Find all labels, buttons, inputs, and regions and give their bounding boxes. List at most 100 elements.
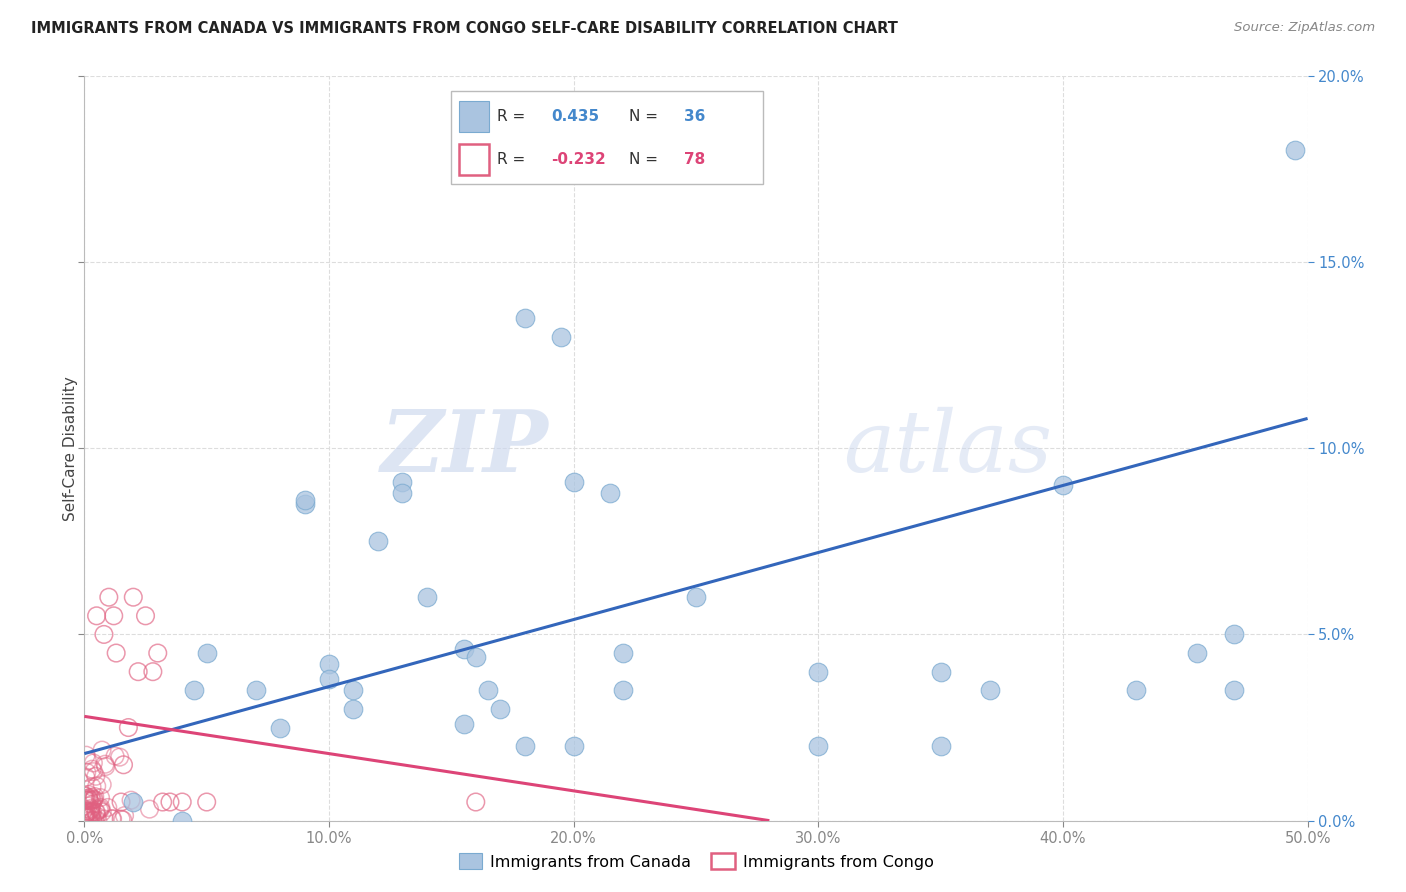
Point [477,683,499,698]
Point [93,627,115,641]
Point [391,475,413,489]
Point [342,683,364,698]
Point [97,800,120,814]
Point [82,762,104,776]
Point [82,793,104,807]
Point [294,493,316,508]
Point [172,814,194,828]
Point [82,814,104,828]
Point [612,683,634,698]
Point [101,812,124,826]
Point [91,805,114,819]
Point [94,759,117,773]
Point [245,683,267,698]
Point [318,657,340,672]
Point [80,801,103,815]
Point [1187,646,1209,660]
Point [464,649,486,664]
Point [86,805,108,820]
Text: ZIP: ZIP [381,407,550,490]
Point [90,800,112,814]
Point [367,534,389,549]
Point [73,810,96,824]
Point [159,795,181,809]
Point [562,739,585,753]
Point [82,805,104,819]
Point [76,765,98,780]
Point [97,591,120,605]
Point [94,757,117,772]
Text: atlas: atlas [842,407,1052,490]
Point [91,743,114,757]
Point [117,721,139,735]
Point [80,797,103,812]
Point [105,646,128,660]
Point [79,803,101,817]
Legend: Immigrants from Canada, Immigrants from Congo: Immigrants from Canada, Immigrants from … [453,847,939,876]
Point [807,665,830,679]
Point [929,665,952,679]
Point [152,795,174,809]
Point [86,608,108,623]
Point [269,721,291,735]
Point [83,764,105,779]
Point [146,646,169,660]
Point [685,591,707,605]
Point [612,646,634,660]
Point [120,793,142,807]
Point [79,792,101,806]
Point [77,811,100,825]
Point [75,748,97,763]
Point [979,683,1001,698]
Point [562,475,585,489]
Point [93,812,115,826]
Point [112,757,135,772]
Point [89,790,111,805]
Point [86,779,108,793]
Point [83,792,105,806]
Point [87,814,110,828]
Point [75,770,97,784]
Point [513,310,536,325]
Point [80,808,103,822]
Point [84,805,107,819]
Point [73,811,96,825]
Point [75,809,97,823]
Point [73,802,96,816]
Point [104,749,127,764]
Point [86,809,108,823]
Point [73,808,96,822]
Point [195,795,218,809]
Point [111,813,134,827]
Point [1052,478,1074,492]
Point [142,665,165,679]
Point [929,739,952,753]
Point [80,805,103,820]
Point [75,804,97,818]
Point [80,793,103,807]
Point [82,756,104,770]
Point [89,802,111,816]
Point [73,793,96,807]
Point [122,795,145,809]
Point [73,791,96,805]
Point [550,329,572,343]
Point [453,716,475,731]
Point [91,778,114,792]
Point [77,805,100,819]
Text: Source: ZipAtlas.com: Source: ZipAtlas.com [1234,21,1375,34]
Point [391,486,413,500]
Point [79,805,101,819]
Point [138,802,160,816]
Point [172,795,194,809]
Point [1223,627,1246,641]
Point [103,608,125,623]
Point [73,807,96,822]
Point [513,739,536,753]
Point [101,812,124,826]
Point [80,780,103,794]
Point [114,808,136,822]
Point [464,795,486,809]
Point [1223,683,1246,698]
Point [318,672,340,686]
